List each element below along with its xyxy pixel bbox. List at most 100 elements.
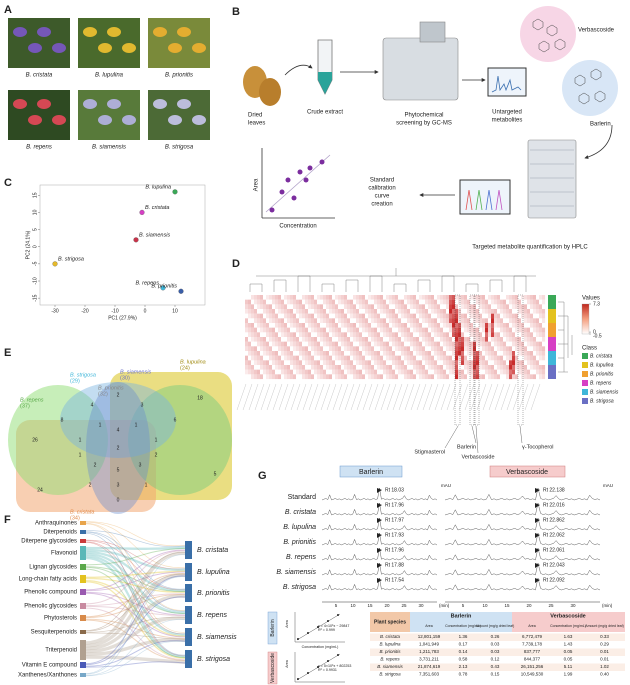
heatmap-cell <box>347 309 351 314</box>
heatmap-cell <box>317 351 321 356</box>
heatmap-cell <box>425 327 429 333</box>
heatmap-cell <box>524 318 528 324</box>
flower <box>28 43 42 53</box>
heatmap-cell <box>269 369 273 375</box>
heatmap-cell <box>530 365 534 370</box>
heatmap-cell <box>410 346 414 352</box>
table-cell: 0.05 <box>564 649 573 654</box>
heatmap-cell <box>335 309 339 314</box>
heatmap-cell <box>503 299 507 305</box>
heatmap-cell <box>452 360 456 366</box>
heatmap-cell <box>491 351 495 356</box>
heatmap-cell <box>362 374 366 380</box>
heatmap-cell <box>452 341 456 347</box>
region-count: 3 <box>141 402 144 408</box>
heatmap-cell <box>365 327 369 333</box>
heatmap-cell <box>335 374 339 380</box>
heatmap-cell <box>338 360 342 366</box>
heatmap-cell <box>470 295 474 300</box>
heatmap-cell <box>533 309 537 314</box>
heatmap-cell <box>521 360 525 366</box>
molecule <box>532 18 544 31</box>
heatmap-cell <box>386 313 390 319</box>
point <box>307 632 309 634</box>
heatmap-cell <box>392 295 396 300</box>
heatmap-cell <box>395 341 399 347</box>
heatmap-cell <box>314 309 318 314</box>
point <box>269 207 275 213</box>
heatmap-cell <box>416 304 420 310</box>
heatmap-cell <box>512 304 516 310</box>
heatmap-cell <box>377 332 381 338</box>
highlight-box <box>469 294 476 426</box>
heatmap-cell <box>509 369 513 375</box>
heatmap-cell <box>254 374 258 380</box>
flow <box>85 566 186 592</box>
heatmap-cell <box>518 355 522 361</box>
heatmap-cell <box>365 309 369 314</box>
heatmap-cell <box>428 327 432 333</box>
heatmap-cell <box>503 332 507 338</box>
heatmap-cell <box>371 323 375 328</box>
heatmap-cell <box>383 332 387 338</box>
heatmap-cell <box>503 295 507 300</box>
heatmap-cell <box>482 351 486 356</box>
heatmap-cell <box>368 374 372 380</box>
heatmap-cell <box>290 299 294 305</box>
heatmap-cell <box>323 374 327 380</box>
heatmap-cell <box>461 337 465 342</box>
heatmap-cell <box>320 295 324 300</box>
flower <box>83 99 97 109</box>
heatmap-cell <box>371 309 375 314</box>
heatmap-cell <box>479 313 483 319</box>
heatmap-cell <box>329 313 333 319</box>
retention-time: Rt 22.138 <box>543 487 565 493</box>
heatmap-cell <box>344 313 348 319</box>
heatmap-cell <box>278 360 282 366</box>
heatmap-cell <box>332 304 336 310</box>
heatmap-cell <box>323 337 327 342</box>
heatmap-cell <box>356 360 360 366</box>
heatmap-cell <box>305 313 309 319</box>
heatmap-cell <box>479 365 483 370</box>
heatmap-cell <box>311 313 315 319</box>
heatmap-cell <box>314 360 318 366</box>
heatmap-cell <box>308 309 312 314</box>
heatmap-cell <box>404 295 408 300</box>
scale-label: 0 <box>593 329 596 335</box>
heatmap-cell <box>248 341 252 347</box>
heatmap-cell <box>323 327 327 333</box>
heatmap-cell <box>494 332 498 338</box>
heatmap-cell <box>446 341 450 347</box>
heatmap-cell <box>335 318 339 324</box>
heatmap-cell <box>464 346 468 352</box>
heatmap-cell <box>377 304 381 310</box>
species-label: B. lupulina <box>95 73 124 79</box>
heatmap-cell <box>479 369 483 375</box>
heatmap-cell <box>440 309 444 314</box>
heatmap-cell <box>347 341 351 347</box>
heatmap-cell <box>413 318 417 324</box>
heatmap-cell <box>416 341 420 347</box>
flow <box>85 542 186 657</box>
heatmap-cell <box>389 355 393 361</box>
heatmap-cell <box>533 369 537 375</box>
heatmap-cell <box>260 299 264 305</box>
heatmap-cell <box>398 365 402 370</box>
heatmap-cell <box>500 369 504 375</box>
panel-letter: G <box>258 470 267 482</box>
heatmap-cell <box>308 304 312 310</box>
header-box <box>339 465 403 478</box>
heatmap-cell <box>422 360 426 366</box>
heatmap-cell <box>539 374 543 380</box>
heatmap-cell <box>509 351 513 356</box>
heatmap-cell <box>431 369 435 375</box>
tag-box <box>267 651 278 685</box>
heatmap-cell <box>302 327 306 333</box>
heatmap-cell <box>386 346 390 352</box>
heatmap-cell <box>479 323 483 328</box>
heatmap-cell <box>530 295 534 300</box>
heatmap-cell <box>350 309 354 314</box>
column-label <box>380 383 391 411</box>
heatmap-cell <box>533 374 537 380</box>
